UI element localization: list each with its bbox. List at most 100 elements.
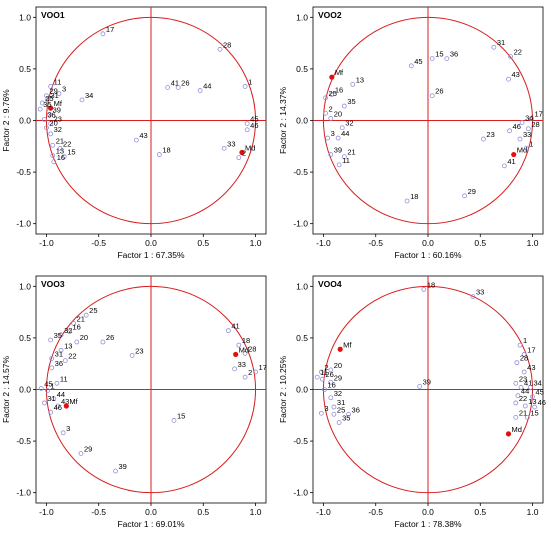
point-label: 22 [68,352,76,361]
point-label: 44 [341,129,349,138]
point-label: 34 [533,378,541,387]
variable-point [513,380,519,386]
variable-point [318,410,324,416]
point-label: 45 [414,57,422,66]
point-label: 3 [331,129,335,138]
point-label: 1 [523,336,527,345]
point-label: 18 [162,146,170,155]
group-point [239,149,245,156]
point-label: 11 [60,374,68,383]
variable-point [341,154,347,160]
point-label: 26 [106,333,114,342]
variable-point [79,97,85,103]
x-axis-label: Factor 1 : 60.16% [394,250,462,260]
point-label: 20 [334,109,342,118]
variable-point [525,126,531,132]
group-point [48,105,54,111]
variable-point [61,154,67,160]
variable-point [336,420,342,425]
y-tick-label: 1.0 [19,12,31,22]
point-label: 2 [248,368,252,377]
variable-point [67,329,72,335]
y-tick-label: -0.5 [293,167,308,177]
point-label: 2 [242,149,246,158]
variable-point [328,152,334,157]
x-tick-label: 1.0 [527,507,539,517]
y-tick-label: 1.0 [296,281,308,291]
point-label: 1 [51,382,55,391]
variable-point [501,163,507,169]
point-label: 22 [63,139,71,148]
variable-point [41,400,47,406]
point-label: 23 [54,115,62,124]
variable-point [507,128,512,134]
y-tick-label: 1.0 [296,12,308,22]
group-point [63,403,69,409]
variable-point [529,116,534,121]
x-tick-label: 1.0 [527,238,539,248]
variable-point [323,110,328,116]
point-label: Mf [54,99,63,108]
point-label: 17 [535,109,543,118]
variable-point [421,287,427,292]
point-label: 26 [435,87,443,96]
point-label: 28 [520,354,528,363]
variable-point [57,145,63,151]
variable-point [60,430,66,436]
variable-point [253,369,258,375]
point-label: 29 [334,373,342,382]
point-label: 43 [61,397,69,406]
point-label: 31 [337,398,345,407]
variable-point [444,56,450,61]
x-axis-label: Factor 1 : 78.38% [394,519,462,529]
point-label: 29 [84,444,92,453]
point-label: 22 [514,48,522,57]
variable-point [528,385,533,390]
point-label: 44 [57,390,65,399]
point-label: 28 [223,40,231,49]
point-label: 15 [67,148,75,157]
variable-point [513,400,519,406]
point-label: 36 [352,405,360,414]
point-label: 46 [513,122,521,131]
variable-point [514,360,520,366]
point-label: 20 [80,333,88,342]
variable-point [58,347,64,353]
y-tick-label: 0.5 [296,64,308,74]
y-tick-label: -1.0 [293,488,308,498]
group-point [505,431,512,437]
variable-point [48,409,54,415]
y-tick-label: -0.5 [293,436,308,446]
group-point [337,346,343,352]
variable-point [39,100,45,106]
variable-point [38,386,44,391]
point-label: 25 [337,405,345,414]
variable-point [515,393,521,399]
variable-point [71,321,77,326]
x-tick-label: -0.5 [368,238,383,248]
point-label: 29 [468,187,476,196]
point-label: 13 [64,341,72,350]
point-label: 22 [519,394,527,403]
variable-point [244,127,250,133]
variable-point [328,367,334,373]
variable-point [325,135,331,141]
point-label: 43 [139,131,147,140]
point-label: 3 [62,85,66,94]
point-label: 13 [56,147,64,156]
x-tick-label: -1.0 [316,507,331,517]
point-label: 34 [525,114,533,123]
variable-point [48,84,54,89]
y-axis-label: Factor 2 : 9.76% [1,89,11,152]
variable-point [100,339,106,345]
y-tick-label: 0.0 [296,116,308,126]
point-label: 33 [523,130,531,139]
variable-point [513,414,519,420]
variable-point [417,384,423,389]
y-tick-label: 0.0 [296,385,308,395]
variable-point [508,54,513,59]
variable-point [175,85,181,90]
variable-point [506,76,511,82]
point-label: 43 [527,363,535,372]
point-label: 17 [106,25,114,34]
